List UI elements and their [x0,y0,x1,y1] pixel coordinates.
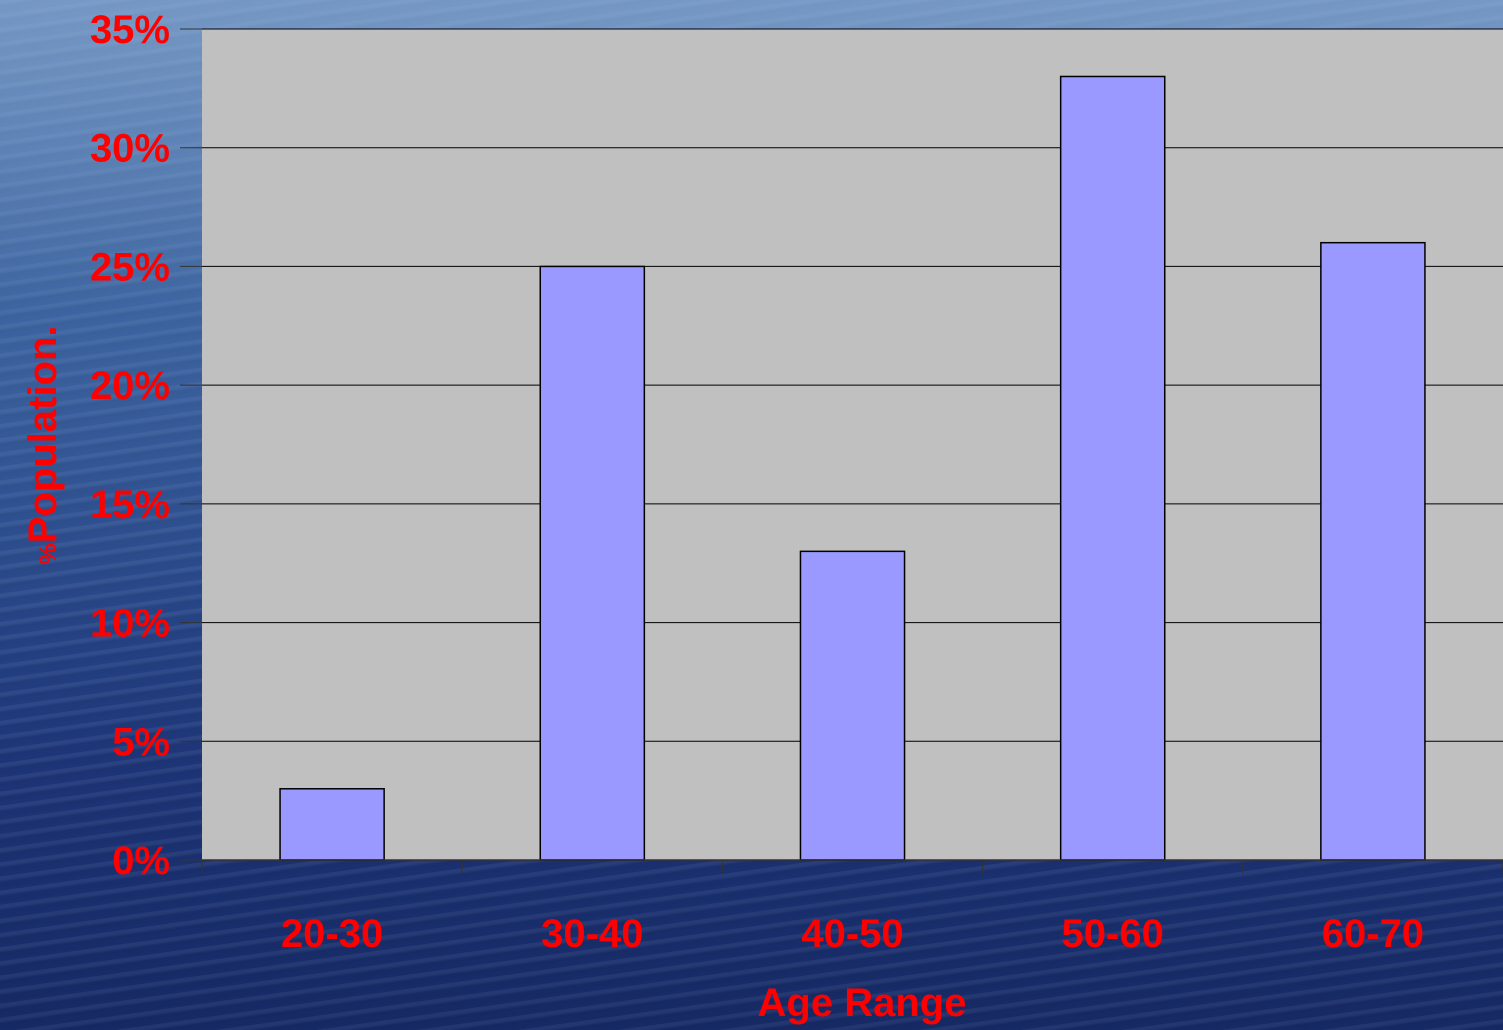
x-tick-label: 40-50 [801,912,903,956]
y-tick-label: 5% [112,720,170,764]
y-axis-title-text: Population. [21,325,65,543]
bar-50-60 [1059,75,1166,861]
y-tick-label: 20% [90,364,170,408]
y-axis-title-prefix: % [35,543,62,564]
bar-30-40 [539,265,646,861]
y-tick-label: 0% [112,839,170,883]
bar-60-70 [1320,241,1426,861]
y-tick-label: 15% [90,483,170,527]
x-tick-label: 50-60 [1062,912,1164,956]
y-axis-title: %Population. [21,325,65,564]
y-tick-label: 10% [90,602,170,646]
x-tick-label: 20-30 [281,912,383,956]
x-axis-title: Age Range [758,981,967,1025]
bar-20-30 [279,788,385,861]
x-axis [180,28,1503,874]
y-tick-label: 35% [90,8,170,52]
bar-40-50 [799,550,906,861]
y-axis-tick-labels: 0% 5% 10% 15% 20% 25% 30% 35% [90,8,170,883]
y-tick-label: 30% [90,127,170,171]
y-tick-label: 25% [90,245,170,289]
x-axis-tick-labels: 20-30 30-40 40-50 50-60 60-70 [281,912,1424,956]
x-tick-label: 30-40 [541,912,643,956]
x-tick-label: 60-70 [1322,912,1424,956]
